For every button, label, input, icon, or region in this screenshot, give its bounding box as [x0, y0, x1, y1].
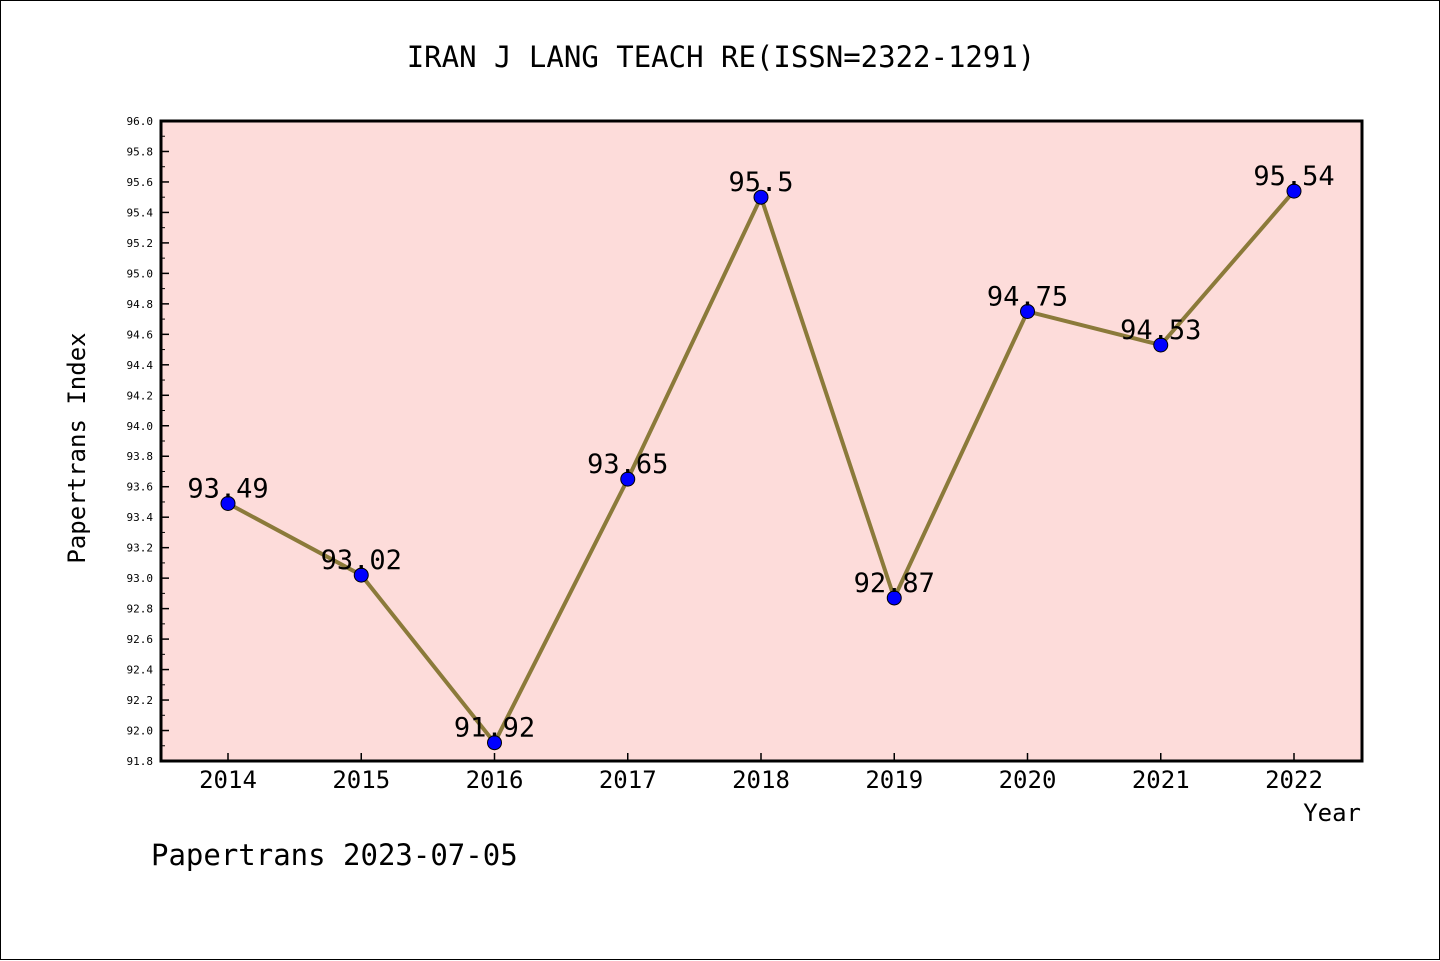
y-tick-label: 95.6	[127, 176, 154, 189]
y-tick-label: 92.6	[127, 633, 154, 646]
x-tick-label: 2014	[199, 766, 257, 794]
y-tick-label: 92.8	[127, 603, 154, 616]
data-point	[620, 471, 636, 487]
x-tick-label: 2022	[1265, 766, 1323, 794]
y-tick-label: 93.4	[127, 511, 154, 524]
y-tick-label: 95.2	[127, 237, 154, 250]
y-tick-label: 94.2	[127, 389, 154, 402]
data-label: 94.53	[1120, 315, 1201, 346]
data-point	[487, 735, 502, 751]
chart-title: IRAN J LANG TEACH RE(ISSN=2322-1291)	[407, 40, 1036, 74]
data-label: 93.49	[187, 473, 268, 504]
data-markers	[220, 183, 1302, 751]
data-point	[353, 567, 369, 583]
data-label: 94.75	[987, 281, 1068, 312]
y-tick-label: 94.0	[127, 420, 154, 433]
data-label: 91.92	[454, 713, 535, 744]
data-point	[753, 189, 769, 205]
x-tick-label: 2015	[332, 766, 390, 794]
data-label: 93.65	[587, 449, 668, 480]
footer-text: Papertrans 2023-07-05	[151, 838, 518, 872]
y-axis-label: Papertrans Index	[63, 332, 91, 563]
y-tick-label: 95.8	[127, 145, 154, 158]
data-point	[886, 590, 902, 606]
data-label: 95.5	[728, 167, 793, 198]
data-label: 92.87	[854, 568, 935, 599]
data-labels: 93.49 93.02 91.92 93.65 95.5 92.87 94.75 94.53 9…	[187, 161, 1334, 744]
y-tick-label: 93.2	[127, 542, 154, 555]
y-tick-label: 94.4	[127, 359, 154, 372]
y-tick-label: 95.4	[127, 206, 154, 219]
x-tick-label: 2018	[732, 766, 790, 794]
x-axis-label: Year	[1303, 799, 1361, 827]
data-point	[220, 495, 236, 511]
data-label: 93.02	[321, 545, 402, 576]
y-tick-label: 93.8	[127, 450, 154, 463]
data-point	[1020, 303, 1035, 319]
x-tick-label: 2016	[466, 766, 524, 794]
y-tick-label: 94.6	[127, 328, 154, 341]
x-axis: 2014 2015 2016 2017 2018 2019 2020 2021 2022	[199, 753, 1323, 794]
y-axis: 91.8 92.0 92.2 92.4 92.6 92.8 93.0 93.2 93.4 93.6…	[127, 115, 169, 768]
data-label: 95.54	[1253, 161, 1334, 192]
y-tick-label: 93.0	[127, 572, 154, 585]
y-tick-label: 92.0	[127, 725, 154, 738]
y-tick-label: 96.0	[127, 115, 154, 128]
x-tick-label: 2021	[1132, 766, 1190, 794]
y-tick-label: 93.6	[127, 481, 154, 494]
x-tick-label: 2020	[999, 766, 1057, 794]
y-tick-label: 92.2	[127, 694, 154, 707]
y-tick-label: 92.4	[127, 664, 154, 677]
y-tick-label: 91.8	[127, 755, 154, 768]
x-tick-label: 2019	[865, 766, 923, 794]
y-tick-label: 95.0	[127, 267, 154, 280]
data-point	[1286, 183, 1302, 199]
plot-area	[159, 119, 1364, 763]
y-tick-label: 94.8	[127, 298, 154, 311]
x-tick-label: 2017	[599, 766, 657, 794]
data-point	[1153, 337, 1169, 353]
